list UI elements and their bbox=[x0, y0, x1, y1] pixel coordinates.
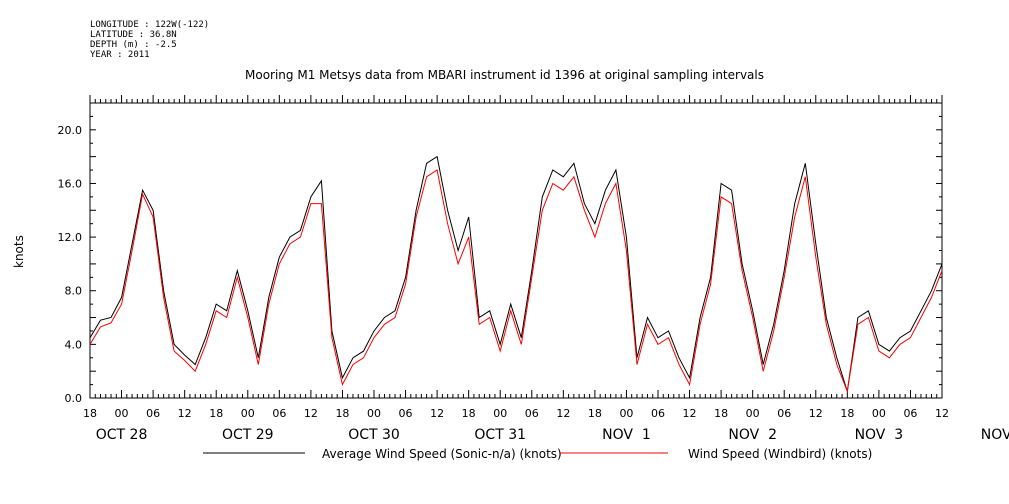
x-hour-label: 12 bbox=[935, 407, 949, 420]
x-hour-label: 12 bbox=[178, 407, 192, 420]
x-hour-label: 18 bbox=[209, 407, 223, 420]
x-hour-label: 06 bbox=[525, 407, 539, 420]
x-hour-label: 18 bbox=[335, 407, 349, 420]
longitude-label: LONGITUDE : 122W(-122) bbox=[90, 20, 210, 30]
x-hour-label: 06 bbox=[903, 407, 917, 420]
x-hour-label: 00 bbox=[367, 407, 381, 420]
depth-label: DEPTH (m) : -2.5 bbox=[90, 40, 177, 50]
x-hour-label: 18 bbox=[83, 407, 97, 420]
x-hour-label: 06 bbox=[651, 407, 665, 420]
x-hour-label: 12 bbox=[556, 407, 570, 420]
x-hour-label: 18 bbox=[588, 407, 602, 420]
series-lines bbox=[89, 155, 943, 394]
x-hour-label: 06 bbox=[272, 407, 286, 420]
x-day-label: OCT 30 bbox=[348, 427, 400, 443]
x-hour-label: 18 bbox=[462, 407, 476, 420]
legend-label-average: Average Wind Speed (Sonic-n/a) (knots) bbox=[322, 447, 562, 461]
legend: Average Wind Speed (Sonic-n/a) (knots) W… bbox=[203, 447, 872, 461]
x-hour-label: 06 bbox=[399, 407, 413, 420]
x-hour-label: 06 bbox=[146, 407, 160, 420]
x-day-label: OCT 29 bbox=[222, 427, 274, 443]
x-hour-label: 00 bbox=[619, 407, 633, 420]
x-day-label: OCT 28 bbox=[96, 427, 148, 443]
x-day-label: OCT 31 bbox=[474, 427, 526, 443]
x-hour-label: 06 bbox=[777, 407, 791, 420]
y-tick-label: 4.0 bbox=[65, 338, 83, 351]
legend-label-windbird: Wind Speed (Windbird) (knots) bbox=[688, 447, 872, 461]
x-hour-label: 18 bbox=[714, 407, 728, 420]
x-hour-label: 12 bbox=[304, 407, 318, 420]
series-line-average bbox=[89, 155, 943, 392]
series-line-windbird bbox=[89, 169, 943, 394]
year-label: YEAR : 2011 bbox=[90, 50, 150, 60]
x-day-label: NOV 2 bbox=[728, 427, 777, 443]
y-tick-label: 16.0 bbox=[58, 177, 83, 190]
x-hour-label: 12 bbox=[809, 407, 823, 420]
x-hour-label: 00 bbox=[872, 407, 886, 420]
x-hour-label: 00 bbox=[746, 407, 760, 420]
y-tick-label: 20.0 bbox=[58, 124, 83, 137]
y-tick-label: 8.0 bbox=[65, 285, 83, 298]
latitude-label: LATITUDE : 36.8N bbox=[90, 30, 177, 40]
x-day-label: NOV 1 bbox=[602, 427, 651, 443]
y-axis: 0.0 4.0 8.0 12.0 16.0 20.0 bbox=[58, 102, 942, 405]
x-hour-label: 18 bbox=[840, 407, 854, 420]
x-day-label: NOV 3 bbox=[855, 427, 904, 443]
y-tick-label: 12.0 bbox=[58, 231, 83, 244]
chart-title: Mooring M1 Metsys data from MBARI instru… bbox=[245, 68, 764, 82]
x-day-label: NOV 4 bbox=[981, 427, 1009, 443]
x-axis: 18 00 06 12 18 00 06 12 18 00 06 12 18 00 06 12 18 00 06 12… bbox=[83, 95, 1009, 443]
y-tick-label: 0.0 bbox=[65, 392, 83, 405]
x-hour-label: 00 bbox=[241, 407, 255, 420]
x-hour-label: 00 bbox=[493, 407, 507, 420]
x-hour-label: 00 bbox=[115, 407, 129, 420]
x-hour-label: 12 bbox=[683, 407, 697, 420]
x-hour-label: 12 bbox=[430, 407, 444, 420]
plot-frame bbox=[89, 102, 943, 399]
